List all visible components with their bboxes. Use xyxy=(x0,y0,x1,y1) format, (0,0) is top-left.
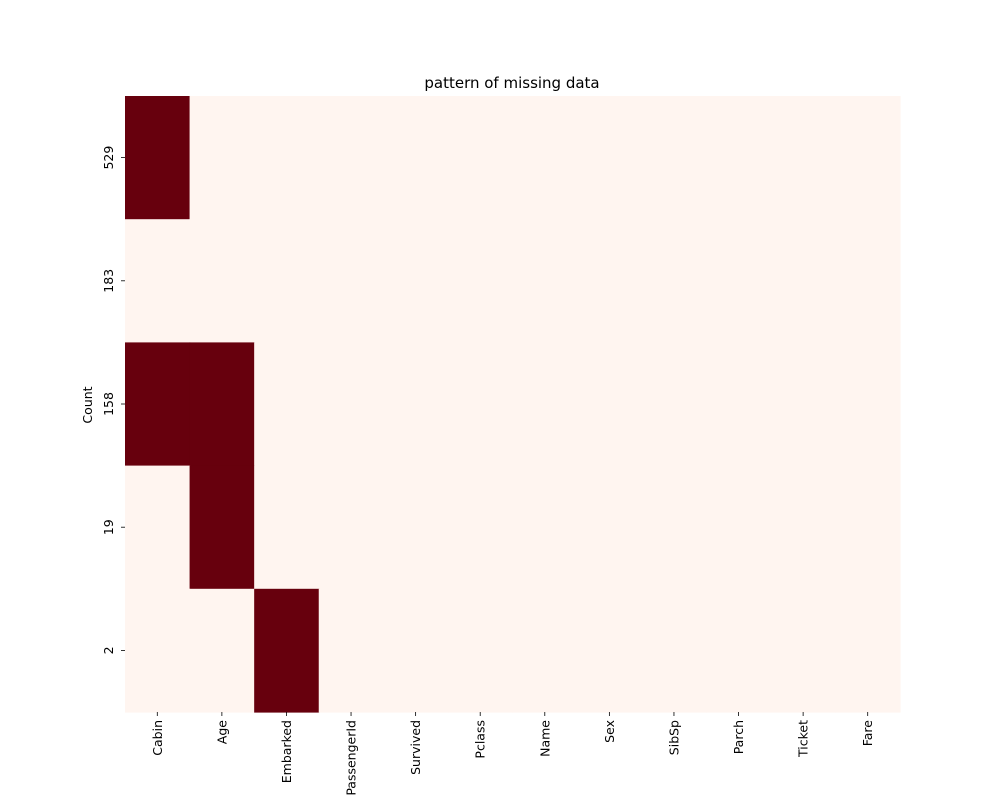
x-axis: Cabin Age Embarked PassengerId Survived Pclas… xyxy=(150,712,875,796)
x-tick-label-age: Age xyxy=(214,720,229,744)
x-tick-label-sex: Sex xyxy=(602,720,617,743)
heatmap-cell-2-sex xyxy=(577,588,643,713)
heatmap-cell-529-cabin xyxy=(125,96,191,220)
y-tick-label-2: 2 xyxy=(101,646,116,654)
heatmap-cell-19-sibsp xyxy=(641,465,707,590)
heatmap-cell-529-survived xyxy=(383,96,449,220)
heatmap-cell-183-embarked xyxy=(254,219,320,343)
heatmap-cell-19-cabin xyxy=(125,465,191,590)
y-tick-label-183: 183 xyxy=(101,269,116,293)
heatmap-cell-2-passengerid xyxy=(318,588,384,713)
heatmap-cell-183-passengerid xyxy=(318,219,384,343)
heatmap-cell-2-embarked xyxy=(254,588,320,713)
heatmap-cell-19-embarked xyxy=(254,465,320,590)
y-axis: 529 183 158 19 2 xyxy=(101,146,125,654)
heatmap-cell-158-cabin xyxy=(125,342,191,467)
heatmap-cell-183-pclass xyxy=(447,219,514,343)
heatmap-cell-529-age xyxy=(189,96,255,220)
heatmap-cell-19-name xyxy=(512,465,578,590)
heatmap-cell-529-embarked xyxy=(254,96,320,220)
heatmap-cell-183-sex xyxy=(577,219,643,343)
heatmap-cell-158-ticket xyxy=(770,342,837,467)
y-tick-label-158: 158 xyxy=(101,392,116,416)
heatmap-cell-529-name xyxy=(512,96,578,220)
heatmap-cell-158-fare xyxy=(835,342,901,467)
heatmap-cell-183-name xyxy=(512,219,578,343)
heatmap-cell-2-parch xyxy=(706,588,772,713)
y-axis-label: Count xyxy=(80,386,95,423)
y-tick-label-19: 19 xyxy=(101,519,116,535)
heatmap-cell-19-survived xyxy=(383,465,449,590)
heatmap-cell-183-fare xyxy=(835,219,901,343)
heatmap-cell-158-sibsp xyxy=(641,342,707,467)
heatmap-cell-2-survived xyxy=(383,588,449,713)
heatmap-cell-158-embarked xyxy=(254,342,320,467)
heatmap-cell-158-survived xyxy=(383,342,449,467)
heatmap-cell-529-pclass xyxy=(447,96,514,220)
x-tick-label-passengerid: PassengerId xyxy=(344,720,359,796)
heatmap-cell-529-ticket xyxy=(770,96,837,220)
heatmap-cell-19-sex xyxy=(577,465,643,590)
x-tick-label-ticket: Ticket xyxy=(796,720,811,758)
heatmap-cell-19-ticket xyxy=(770,465,837,590)
x-tick-label-survived: Survived xyxy=(408,720,423,775)
x-tick-label-embarked: Embarked xyxy=(279,720,294,783)
heatmap-cell-158-pclass xyxy=(447,342,514,467)
heatmap-cell-529-passengerid xyxy=(318,96,384,220)
heatmap-cell-2-age xyxy=(189,588,255,713)
x-tick-label-fare: Fare xyxy=(860,720,875,747)
heatmap-cell-183-cabin xyxy=(125,219,191,343)
heatmap-cell-183-survived xyxy=(383,219,449,343)
heatmap-cell-529-parch xyxy=(706,96,772,220)
heatmap-cell-158-name xyxy=(512,342,578,467)
heatmap-cell-158-sex xyxy=(577,342,643,467)
heatmap-cell-183-age xyxy=(189,219,255,343)
heatmap-cell-19-parch xyxy=(706,465,772,590)
heatmap-cell-183-sibsp xyxy=(641,219,707,343)
heatmap-cells xyxy=(125,96,901,713)
heatmap-cell-19-pclass xyxy=(447,465,514,590)
x-tick-label-name: Name xyxy=(537,720,552,757)
chart-title: pattern of missing data xyxy=(424,74,599,92)
heatmap-cell-19-passengerid xyxy=(318,465,384,590)
heatmap-cell-529-sex xyxy=(577,96,643,220)
x-tick-label-pclass: Pclass xyxy=(473,720,488,759)
heatmap-cell-158-passengerid xyxy=(318,342,384,467)
heatmap-cell-529-sibsp xyxy=(641,96,707,220)
heatmap-cell-2-pclass xyxy=(447,588,514,713)
heatmap-cell-158-parch xyxy=(706,342,772,467)
heatmap-cell-2-sibsp xyxy=(641,588,707,713)
heatmap-cell-2-cabin xyxy=(125,588,191,713)
heatmap-cell-2-name xyxy=(512,588,578,713)
x-tick-label-sibsp: SibSp xyxy=(666,720,681,755)
heatmap-cell-19-age xyxy=(189,465,255,590)
heatmap-cell-529-fare xyxy=(835,96,901,220)
heatmap-cell-183-parch xyxy=(706,219,772,343)
y-tick-label-529: 529 xyxy=(101,146,116,170)
heatmap-cell-2-fare xyxy=(835,588,901,713)
heatmap-cell-19-fare xyxy=(835,465,901,590)
heatmap-cell-2-ticket xyxy=(770,588,837,713)
heatmap-cell-183-ticket xyxy=(770,219,837,343)
x-tick-label-cabin: Cabin xyxy=(150,720,165,756)
x-tick-label-parch: Parch xyxy=(731,720,746,754)
heatmap-cell-158-age xyxy=(189,342,255,467)
